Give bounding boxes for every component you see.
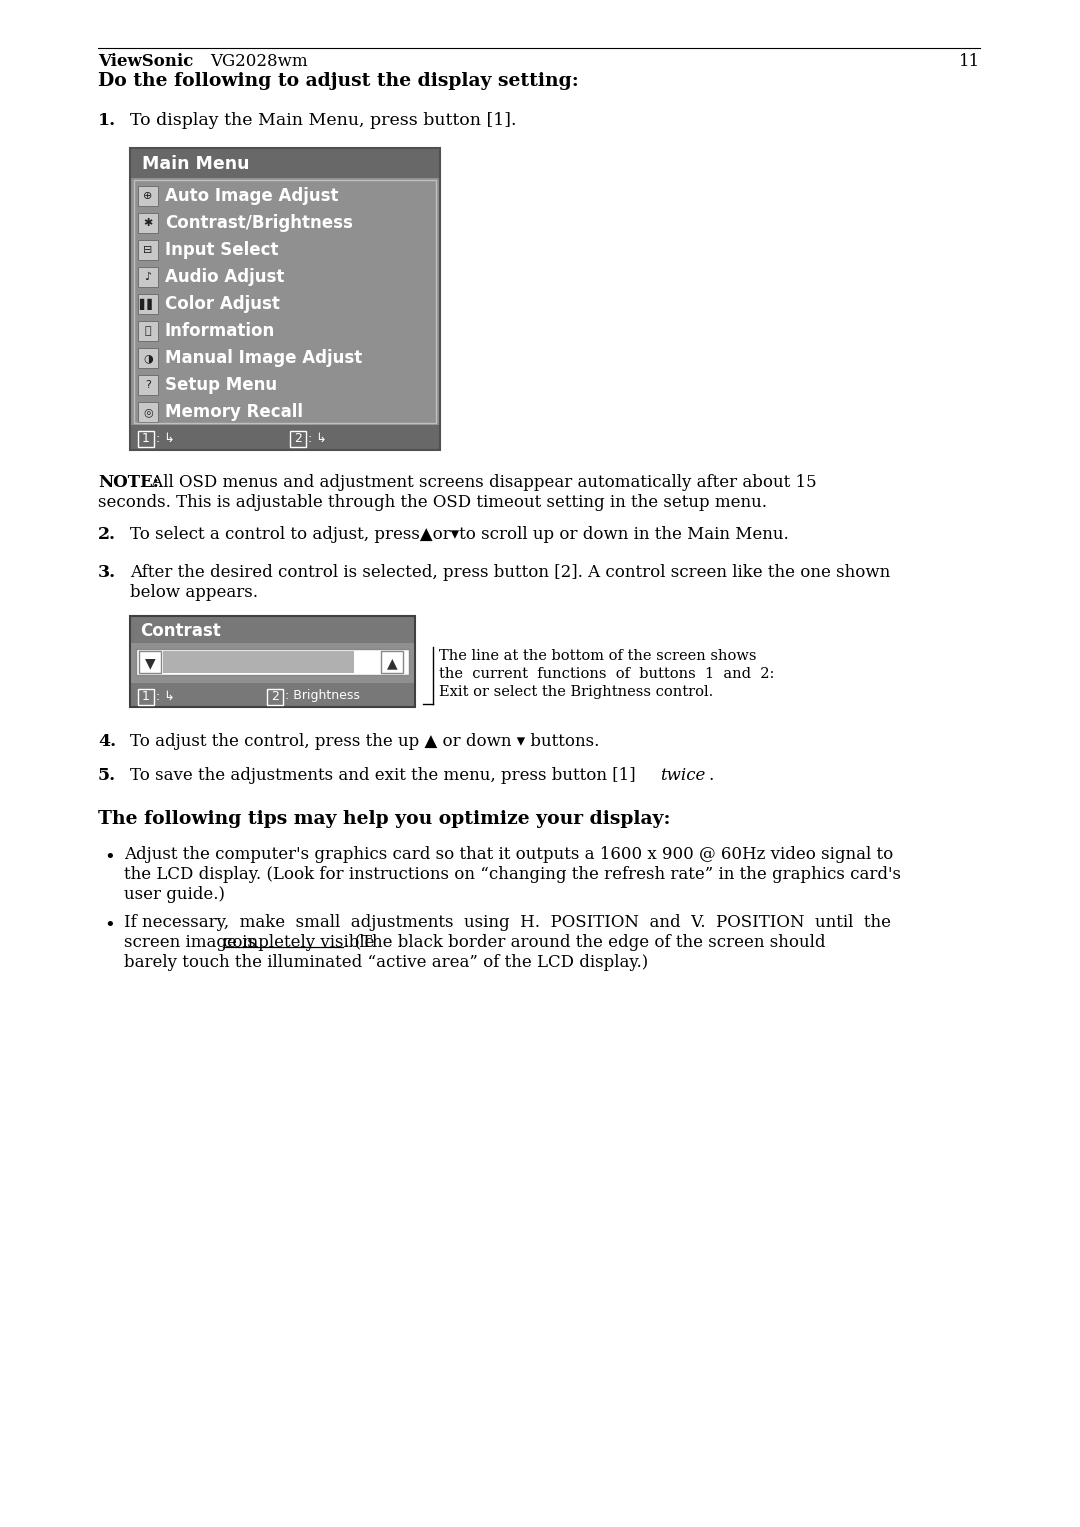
- Text: ◎: ◎: [144, 408, 153, 417]
- Text: 5.: 5.: [98, 767, 117, 783]
- Bar: [291, 431, 306, 447]
- Bar: [130, 179, 440, 425]
- Text: Manual Image Adjust: Manual Image Adjust: [165, 350, 362, 366]
- Text: 4.: 4.: [98, 733, 117, 750]
- Text: 11: 11: [959, 53, 980, 70]
- Text: Setup Menu: Setup Menu: [165, 376, 278, 394]
- Text: 50: 50: [384, 654, 409, 672]
- Text: •: •: [104, 918, 114, 935]
- Bar: [138, 348, 158, 368]
- Text: Exit or select the Brightness control.: Exit or select the Brightness control.: [438, 686, 713, 699]
- Text: To select a control to adjust, press▲or▾to scroll up or down in the Main Menu.: To select a control to adjust, press▲or▾…: [130, 525, 788, 544]
- Text: ViewSonic: ViewSonic: [98, 53, 193, 70]
- Text: Do the following to adjust the display setting:: Do the following to adjust the display s…: [98, 72, 579, 90]
- Text: .: .: [708, 767, 713, 783]
- Bar: [138, 321, 158, 341]
- Text: : ↳: : ↳: [156, 690, 175, 702]
- Text: 2: 2: [294, 432, 302, 444]
- Text: Auto Image Adjust: Auto Image Adjust: [165, 186, 338, 205]
- Bar: [130, 148, 440, 450]
- Bar: [136, 649, 409, 675]
- Text: Contrast: Contrast: [140, 621, 220, 640]
- Text: ◑: ◑: [144, 353, 153, 363]
- Text: Color Adjust: Color Adjust: [165, 295, 280, 313]
- Bar: [139, 651, 161, 673]
- Text: ⊟: ⊟: [144, 244, 152, 255]
- Text: screen image is: screen image is: [124, 935, 261, 951]
- Text: ✱: ✱: [144, 218, 152, 228]
- Text: seconds. This is adjustable through the OSD timeout setting in the setup menu.: seconds. This is adjustable through the …: [98, 495, 767, 512]
- Text: The following tips may help you optimize your display:: The following tips may help you optimize…: [98, 809, 671, 828]
- Text: 1.: 1.: [98, 111, 117, 128]
- Text: : ↳: : ↳: [308, 432, 327, 444]
- Text: •: •: [104, 849, 114, 867]
- Bar: [138, 267, 158, 287]
- Text: 1: 1: [143, 690, 150, 702]
- Bar: [163, 651, 354, 673]
- Text: ♪: ♪: [145, 272, 151, 282]
- Text: 1: 1: [143, 432, 150, 444]
- Text: Memory Recall: Memory Recall: [165, 403, 303, 421]
- Bar: [138, 431, 154, 447]
- Text: NOTE:: NOTE:: [98, 473, 159, 492]
- Text: ⊕: ⊕: [144, 191, 152, 202]
- Text: completely visible: completely visible: [222, 935, 375, 951]
- Text: : ↳: : ↳: [156, 432, 175, 444]
- Text: user guide.): user guide.): [124, 886, 225, 902]
- Bar: [130, 643, 415, 683]
- Text: 2: 2: [271, 690, 279, 702]
- Bar: [130, 615, 415, 643]
- Text: twice: twice: [660, 767, 705, 783]
- Text: . (The black border around the edge of the screen should: . (The black border around the edge of t…: [345, 935, 825, 951]
- Text: barely touch the illuminated “active area” of the LCD display.): barely touch the illuminated “active are…: [124, 954, 648, 971]
- Bar: [130, 683, 415, 707]
- Text: To adjust the control, press the up ▲ or down ▾ buttons.: To adjust the control, press the up ▲ or…: [130, 733, 599, 750]
- Text: VG2028wm: VG2028wm: [210, 53, 308, 70]
- Bar: [138, 295, 158, 315]
- Text: Adjust the computer's graphics card so that it outputs a 1600 x 900 @ 60Hz video: Adjust the computer's graphics card so t…: [124, 846, 893, 863]
- Bar: [267, 689, 283, 705]
- Text: ⓘ: ⓘ: [145, 325, 151, 336]
- Bar: [138, 212, 158, 234]
- Text: Main Menu: Main Menu: [141, 156, 249, 173]
- Text: All OSD menus and adjustment screens disappear automatically after about 15: All OSD menus and adjustment screens dis…: [146, 473, 816, 492]
- Bar: [381, 651, 403, 673]
- Text: the LCD display. (Look for instructions on “changing the refresh rate” in the gr: the LCD display. (Look for instructions …: [124, 866, 901, 883]
- Text: To save the adjustments and exit the menu, press button [1]: To save the adjustments and exit the men…: [130, 767, 640, 783]
- Text: ?: ?: [145, 380, 151, 389]
- Bar: [130, 425, 440, 450]
- Text: To display the Main Menu, press button [1].: To display the Main Menu, press button […: [130, 111, 516, 128]
- Text: If necessary,  make  small  adjustments  using  H.  POSITION  and  V.  POSITION : If necessary, make small adjustments usi…: [124, 915, 891, 931]
- Bar: [138, 240, 158, 260]
- Text: 2.: 2.: [98, 525, 116, 544]
- Bar: [138, 402, 158, 421]
- Text: ▼: ▼: [145, 657, 156, 670]
- Text: ▌▌: ▌▌: [139, 298, 157, 310]
- Text: Input Select: Input Select: [165, 241, 279, 260]
- Text: Information: Information: [165, 322, 275, 341]
- Bar: [138, 376, 158, 395]
- Bar: [134, 180, 436, 423]
- Text: ▲: ▲: [387, 657, 397, 670]
- Text: Contrast/Brightness: Contrast/Brightness: [165, 214, 353, 232]
- Bar: [138, 186, 158, 206]
- Text: After the desired control is selected, press button [2]. A control screen like t: After the desired control is selected, p…: [130, 563, 890, 580]
- Text: below appears.: below appears.: [130, 583, 258, 602]
- Bar: [130, 615, 415, 707]
- Text: : Brightness: : Brightness: [285, 690, 360, 702]
- Text: 3.: 3.: [98, 563, 117, 580]
- Text: the  current  functions  of  buttons  1  and  2:: the current functions of buttons 1 and 2…: [438, 667, 774, 681]
- Bar: [130, 148, 440, 179]
- Text: Audio Adjust: Audio Adjust: [165, 269, 284, 286]
- Bar: [138, 689, 154, 705]
- Text: The line at the bottom of the screen shows: The line at the bottom of the screen sho…: [438, 649, 756, 663]
